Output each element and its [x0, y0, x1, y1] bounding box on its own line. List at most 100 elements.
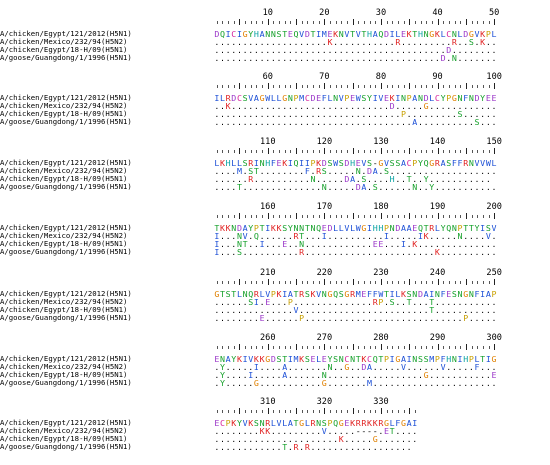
residue: Q [423, 158, 429, 168]
residue: . [236, 362, 242, 372]
residue: . [259, 174, 265, 184]
ruler-position-label: 100 [486, 72, 502, 82]
residue: N [293, 223, 299, 233]
ruler-position-label: 280 [373, 333, 389, 343]
residue: K [389, 93, 395, 103]
residue: . [429, 362, 435, 372]
residue: . [423, 378, 429, 388]
strain-label: A/chicken/Egypt/18-H/09(H5N1) [0, 45, 128, 54]
ruler-tick [324, 408, 326, 414]
residue: . [395, 166, 401, 176]
ruler-tick [301, 410, 303, 413]
residue: . [231, 182, 237, 192]
ruler-position-label: 200 [486, 202, 502, 212]
residue: H [253, 29, 259, 39]
residue: . [485, 101, 491, 111]
residue: . [485, 182, 491, 192]
residue: . [361, 117, 367, 127]
residue: G [344, 289, 350, 299]
residue: T [219, 289, 225, 299]
residue: T [463, 223, 469, 233]
residue: N [423, 29, 429, 39]
residue: . [236, 174, 242, 184]
residue: G [265, 354, 271, 364]
residue: . [304, 37, 310, 47]
residue: . [287, 174, 293, 184]
residue: . [214, 434, 220, 444]
ruler-tick [233, 410, 235, 413]
ruler-tick [397, 85, 399, 88]
residue: - [367, 426, 373, 436]
residue: G [372, 434, 378, 444]
residue: . [446, 239, 452, 249]
residue: . [316, 426, 322, 436]
residue: . [310, 109, 316, 119]
ruler-tick [273, 21, 275, 24]
residue: N [316, 418, 322, 428]
sequence-row: ECPKYVKSNRLVLATGLRNSPQGEKRRKKRGLFGAI [214, 419, 418, 427]
residue: . [361, 313, 367, 323]
ruler-tick [392, 346, 394, 349]
ruler-tick [296, 279, 298, 285]
residue: . [491, 305, 497, 315]
residue: R [316, 166, 322, 176]
residue: . [474, 101, 480, 111]
residue: . [304, 117, 310, 127]
residue: . [242, 434, 248, 444]
alignment-block: 260 270 280 290 300 A/chicken/Egypt/121/2012(… [0, 333, 550, 393]
residue: . [248, 45, 254, 55]
residue: . [474, 166, 480, 176]
ruler-tick [448, 85, 450, 88]
residue: . [463, 53, 469, 63]
ruler-tick [262, 346, 264, 349]
residue: . [474, 370, 480, 380]
ruler-tick [380, 213, 382, 219]
residue: . [282, 174, 288, 184]
residue: . [412, 370, 418, 380]
residue: R [429, 223, 435, 233]
residue: . [214, 45, 220, 55]
residue: . [321, 305, 327, 315]
residue: I [395, 93, 401, 103]
residue: . [412, 166, 418, 176]
residue: Q [248, 289, 254, 299]
ruler-tick [375, 150, 377, 153]
ruler-tick [392, 215, 394, 218]
residue: . [333, 166, 339, 176]
ruler-position-label: 240 [429, 268, 446, 278]
ruler-tick [460, 346, 462, 349]
residue: . [350, 109, 356, 119]
ruler-position-label: 110 [260, 137, 276, 147]
ruler-tick [330, 85, 332, 88]
residue: . [270, 45, 276, 55]
residue: K [236, 354, 242, 364]
strain-label: A/goose/Guangdong/1/1996(H5N1) [0, 182, 132, 191]
ruler-tick [330, 21, 332, 24]
residue: I [236, 29, 242, 39]
ruler-tick [318, 410, 320, 413]
residue: T [299, 231, 305, 241]
residue: . [423, 313, 429, 323]
residue: . [417, 378, 423, 388]
residue: . [242, 305, 248, 315]
ruler-tick [307, 21, 309, 24]
residue: . [423, 247, 429, 257]
residue: . [293, 239, 299, 249]
residue: . [293, 53, 299, 63]
residue: . [304, 313, 310, 323]
residue: Y [248, 29, 254, 39]
residue: . [276, 297, 282, 307]
residue: . [231, 378, 237, 388]
residue: . [355, 442, 361, 452]
residue: . [440, 231, 446, 241]
ruler-tick [460, 85, 462, 88]
residue: . [259, 117, 265, 127]
residue: . [400, 313, 406, 323]
ruler-tick [358, 346, 360, 349]
residue: . [378, 117, 384, 127]
ruler-tick [279, 281, 281, 284]
residue: S [338, 158, 344, 168]
residue: N [412, 182, 418, 192]
residue: D [423, 93, 429, 103]
residue: . [372, 45, 378, 55]
